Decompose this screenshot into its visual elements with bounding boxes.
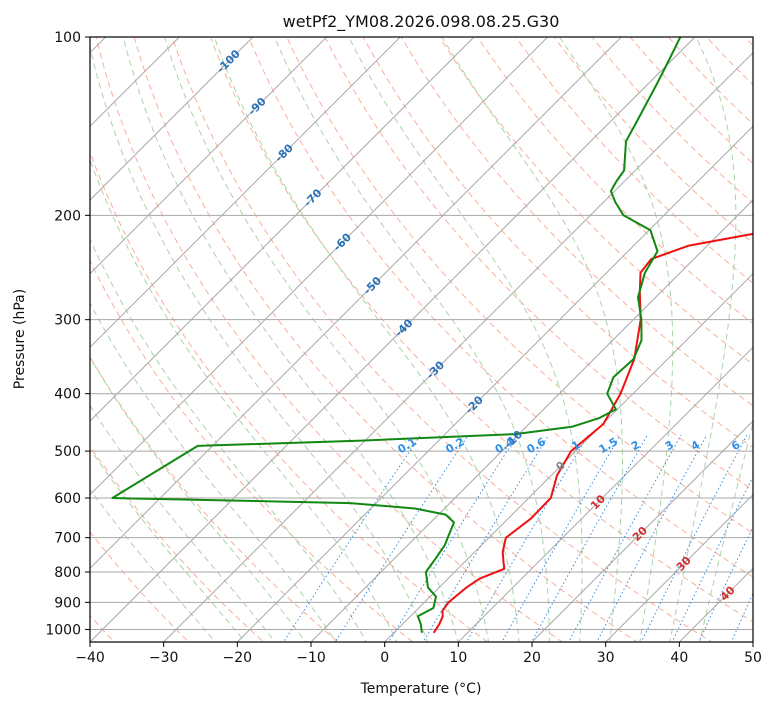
moist-adiabat-line — [0, 27, 314, 655]
x-tick-label: −40 — [75, 650, 105, 666]
isotherm-line — [0, 24, 193, 654]
chart-title: wetPf2_YM08.2026.098.08.25.G30 — [283, 12, 560, 32]
dry-adiabat-line — [394, 24, 775, 654]
y-tick-label: 500 — [54, 444, 81, 460]
sounding-series — [112, 37, 775, 633]
dry-adiabat-line — [695, 24, 775, 654]
moist-adiabat-line — [29, 27, 373, 655]
x-tick-label: −20 — [223, 650, 253, 666]
mixing-ratio-line — [276, 435, 421, 654]
mixing-ratio-line — [382, 435, 518, 654]
moist-adiabat-line — [344, 27, 582, 655]
plot-area: -100-90-80-70-60-50-40-30-20-10010203040… — [0, 24, 775, 654]
dry-adiabat-line — [544, 24, 775, 654]
dry-adiabat-line — [319, 24, 775, 654]
moist-adiabat-line — [211, 27, 520, 655]
y-axis-label: Pressure (hPa) — [12, 289, 28, 389]
mixing-ratio-label: 0.6 — [524, 435, 548, 456]
dry-adiabat-line — [168, 24, 731, 654]
y-tick-label: 1000 — [45, 622, 81, 638]
dry-adiabat-line — [657, 24, 775, 654]
dry-adiabat-line — [431, 24, 775, 654]
x-tick-label: −10 — [296, 650, 326, 666]
moist-adiabat-line — [697, 27, 775, 655]
y-tick-label: 900 — [54, 595, 81, 611]
dry-adiabat-line — [770, 24, 775, 654]
dry-adiabat-line — [619, 24, 775, 654]
x-tick-label: 40 — [670, 650, 688, 666]
x-tick-label: 20 — [523, 650, 541, 666]
moist-adiabat-line — [86, 27, 432, 655]
dry-adiabat-line — [0, 24, 352, 654]
mixing-ratio-label: 1.5 — [597, 435, 620, 456]
moist-adiabat-line — [0, 27, 284, 655]
moist-adiabat-line — [0, 27, 225, 655]
y-tick-label: 700 — [54, 531, 81, 547]
mixing-ratio-line — [752, 435, 775, 654]
axes: −40 −30 −20 −10 0 10 20 30 40 50 100 200 300 400 500 60… — [45, 30, 762, 666]
y-tick-label: 200 — [54, 208, 81, 224]
x-axis-label: Temperature (°C) — [360, 681, 482, 697]
dry-adiabat-line — [0, 24, 201, 654]
dry-adiabat-line — [0, 24, 277, 654]
dry-adiabat-line — [281, 24, 775, 654]
mixing-ratio-label: 0.2 — [443, 435, 466, 456]
moist-adiabat-line — [0, 27, 255, 655]
isotherm-line — [225, 24, 775, 654]
y-tick-label: 100 — [54, 30, 81, 46]
x-tick-label: 30 — [597, 650, 615, 666]
temperature-line — [434, 37, 775, 633]
dry-adiabat-line — [243, 24, 775, 654]
x-tick-label: −30 — [149, 650, 179, 666]
in-plot-labels: -100-90-80-70-60-50-40-30-20-10010203040… — [214, 47, 775, 604]
isotherm-line — [0, 24, 487, 654]
x-tick-label: 0 — [380, 650, 389, 666]
isotherm-line — [741, 24, 775, 654]
x-tick-label: 10 — [449, 650, 467, 666]
y-tick-label: 400 — [54, 387, 81, 403]
moist-adiabat-line — [5, 27, 343, 655]
moist-adiabat-line — [55, 27, 402, 655]
mixing-ratio-label: 8 — [757, 438, 770, 453]
x-tick-label: 50 — [744, 650, 762, 666]
moist-adiabat-line — [162, 27, 491, 655]
y-tick-label: 800 — [54, 565, 81, 581]
mixing-ratio-line — [328, 435, 469, 654]
pressure-gridlines — [90, 37, 753, 629]
dry-adiabat-line — [55, 24, 504, 654]
mixing-ratio-line — [636, 435, 747, 654]
dry-adiabat-line — [469, 24, 775, 654]
isotherm-line — [0, 24, 340, 654]
y-tick-label: 600 — [54, 491, 81, 507]
isotherm-line — [299, 24, 775, 654]
mixing-ratio-line — [726, 435, 775, 654]
isotherm-line — [373, 24, 775, 654]
isotherm-line — [0, 24, 561, 654]
y-tick-label: 300 — [54, 313, 81, 329]
isotherm-line — [520, 24, 775, 654]
